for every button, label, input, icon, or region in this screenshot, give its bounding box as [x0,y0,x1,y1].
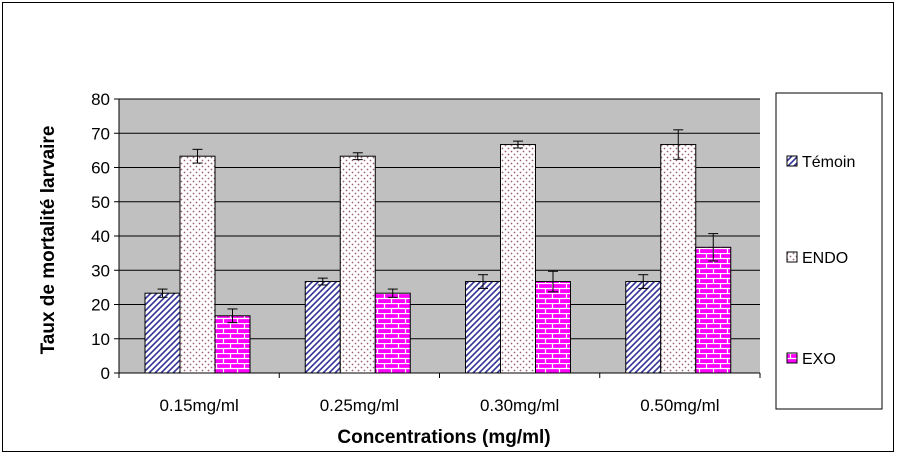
y-tick-label: 0 [101,364,110,383]
bar-t-moin-1 [304,281,341,374]
legend-label: ENDO [802,250,848,267]
error-bar [157,288,168,298]
error-bar [513,140,523,149]
legend-swatch [786,251,798,263]
legend-swatch [786,352,798,364]
error-bar [673,129,684,160]
legend-label: EXO [802,351,836,368]
bar-t-moin-3 [625,281,662,374]
y-tick-label: 10 [91,330,110,349]
y-tick-label: 80 [91,90,110,109]
error-bar [708,233,719,262]
x-tick-label: 0.25mg/ml [320,396,399,415]
legend-swatch [786,155,798,167]
bar-t-moin-0 [144,292,181,374]
y-tick-label: 50 [91,193,110,212]
error-bar [352,152,363,161]
bar-exo-1 [374,292,411,374]
bar-endo-0 [179,155,216,374]
y-tick-label: 30 [91,261,110,280]
bar-exo-0 [214,315,251,374]
legend-label: Témoin [802,154,855,171]
bar-endo-1 [339,155,376,374]
error-bar [548,270,558,293]
y-axis-title: Taux de mortalité larvaire [38,126,59,355]
bar-endo-2 [500,144,536,374]
bar-endo-3 [660,144,697,374]
bar-exo-3 [695,246,732,374]
y-tick-label: 40 [91,227,110,246]
x-axis-title: Concentrations (mg/ml) [337,427,550,448]
bar-t-moin-2 [465,281,501,374]
error-bar [387,288,398,298]
x-tick-label: 0.30mg/ml [480,396,559,415]
error-bar [478,274,488,289]
error-bar [638,274,649,289]
y-tick-label: 20 [91,296,110,315]
y-tick-label: 70 [91,124,110,143]
error-bar [192,148,203,164]
x-tick-label: 0.15mg/ml [159,396,238,415]
error-bar [227,308,238,324]
error-bar [317,277,328,286]
bar-exo-2 [535,281,571,374]
bar-chart: 0 10 20 30 40 50 60 70 80 0.15mg/ml 0.25mg/ml 0.30m… [38,90,883,448]
x-tick-label: 0.50mg/ml [640,396,719,415]
y-tick-label: 60 [91,159,110,178]
